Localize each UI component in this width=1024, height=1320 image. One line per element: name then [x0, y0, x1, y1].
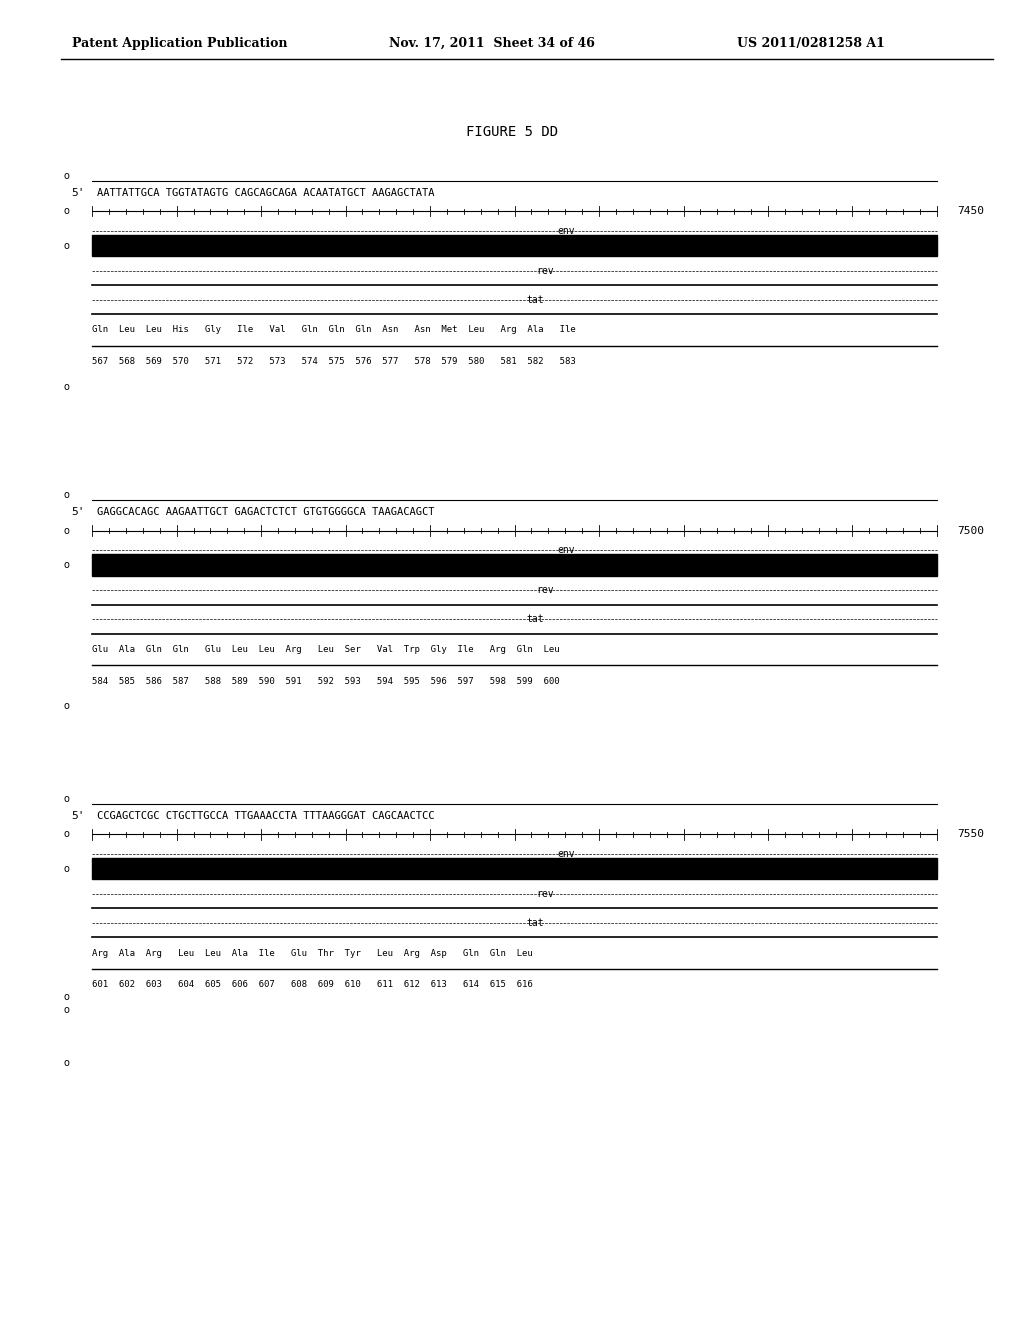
Text: 5': 5': [72, 810, 85, 821]
Text: o: o: [63, 1005, 70, 1015]
Text: Glu  Ala  Gln  Gln   Glu  Leu  Leu  Arg   Leu  Ser   Val  Trp  Gly  Ile   Arg  G: Glu Ala Gln Gln Glu Leu Leu Arg Leu Ser …: [92, 645, 560, 653]
Text: Arg  Ala  Arg   Leu  Leu  Ala  Ile   Glu  Thr  Tyr   Leu  Arg  Asp   Gln  Gln  L: Arg Ala Arg Leu Leu Ala Ile Glu Thr Tyr …: [92, 949, 532, 957]
Text: 584  585  586  587   588  589  590  591   592  593   594  595  596  597   598  5: 584 585 586 587 588 589 590 591 592 593 …: [92, 677, 560, 685]
Text: GAGGCACAGC AAGAATTGCT GAGACTCTCT GTGTGGGGCA TAAGACAGCT: GAGGCACAGC AAGAATTGCT GAGACTCTCT GTGTGGG…: [97, 507, 435, 517]
Text: FIGURE 5 DD: FIGURE 5 DD: [466, 124, 558, 139]
Text: o: o: [63, 991, 70, 1002]
Text: o: o: [63, 240, 70, 251]
Text: 5': 5': [72, 187, 85, 198]
Text: Gln  Leu  Leu  His   Gly   Ile   Val   Gln  Gln  Gln  Asn   Asn  Met  Leu   Arg : Gln Leu Leu His Gly Ile Val Gln Gln Gln …: [92, 326, 575, 334]
Text: o: o: [63, 490, 70, 500]
Text: o: o: [63, 793, 70, 804]
Text: o: o: [63, 701, 70, 711]
Text: rev: rev: [537, 585, 554, 595]
Text: Patent Application Publication: Patent Application Publication: [72, 37, 287, 50]
Text: tat: tat: [526, 294, 544, 305]
Text: o: o: [63, 829, 70, 840]
Text: env: env: [557, 226, 574, 236]
Text: o: o: [63, 863, 70, 874]
Text: o: o: [63, 560, 70, 570]
Text: rev: rev: [537, 265, 554, 276]
Text: Nov. 17, 2011  Sheet 34 of 46: Nov. 17, 2011 Sheet 34 of 46: [389, 37, 595, 50]
Text: o: o: [63, 170, 70, 181]
Bar: [92, 235, 937, 256]
Text: env: env: [557, 545, 574, 556]
Text: env: env: [557, 849, 574, 859]
Text: AATTATTGCA TGGTATAGTG CAGCAGCAGA ACAATATGCT AAGAGCTATA: AATTATTGCA TGGTATAGTG CAGCAGCAGA ACAATAT…: [97, 187, 435, 198]
Text: 7500: 7500: [957, 525, 984, 536]
Bar: [92, 554, 937, 576]
Text: 7450: 7450: [957, 206, 984, 216]
Text: tat: tat: [526, 614, 544, 624]
Text: tat: tat: [526, 917, 544, 928]
Text: o: o: [63, 1057, 70, 1068]
Text: o: o: [63, 525, 70, 536]
Text: 7550: 7550: [957, 829, 984, 840]
Text: o: o: [63, 381, 70, 392]
Text: o: o: [63, 206, 70, 216]
Text: 567  568  569  570   571   572   573   574  575  576  577   578  579  580   581 : 567 568 569 570 571 572 573 574 575 576 …: [92, 358, 575, 366]
Text: 5': 5': [72, 507, 85, 517]
Text: 601  602  603   604  605  606  607   608  609  610   611  612  613   614  615  6: 601 602 603 604 605 606 607 608 609 610 …: [92, 981, 532, 989]
Bar: [92, 858, 937, 879]
Text: rev: rev: [537, 888, 554, 899]
Text: US 2011/0281258 A1: US 2011/0281258 A1: [737, 37, 885, 50]
Text: CCGAGCTCGC CTGCTTGCCA TTGAAACCTA TTTAAGGGAT CAGCAACTCC: CCGAGCTCGC CTGCTTGCCA TTGAAACCTA TTTAAGG…: [97, 810, 435, 821]
